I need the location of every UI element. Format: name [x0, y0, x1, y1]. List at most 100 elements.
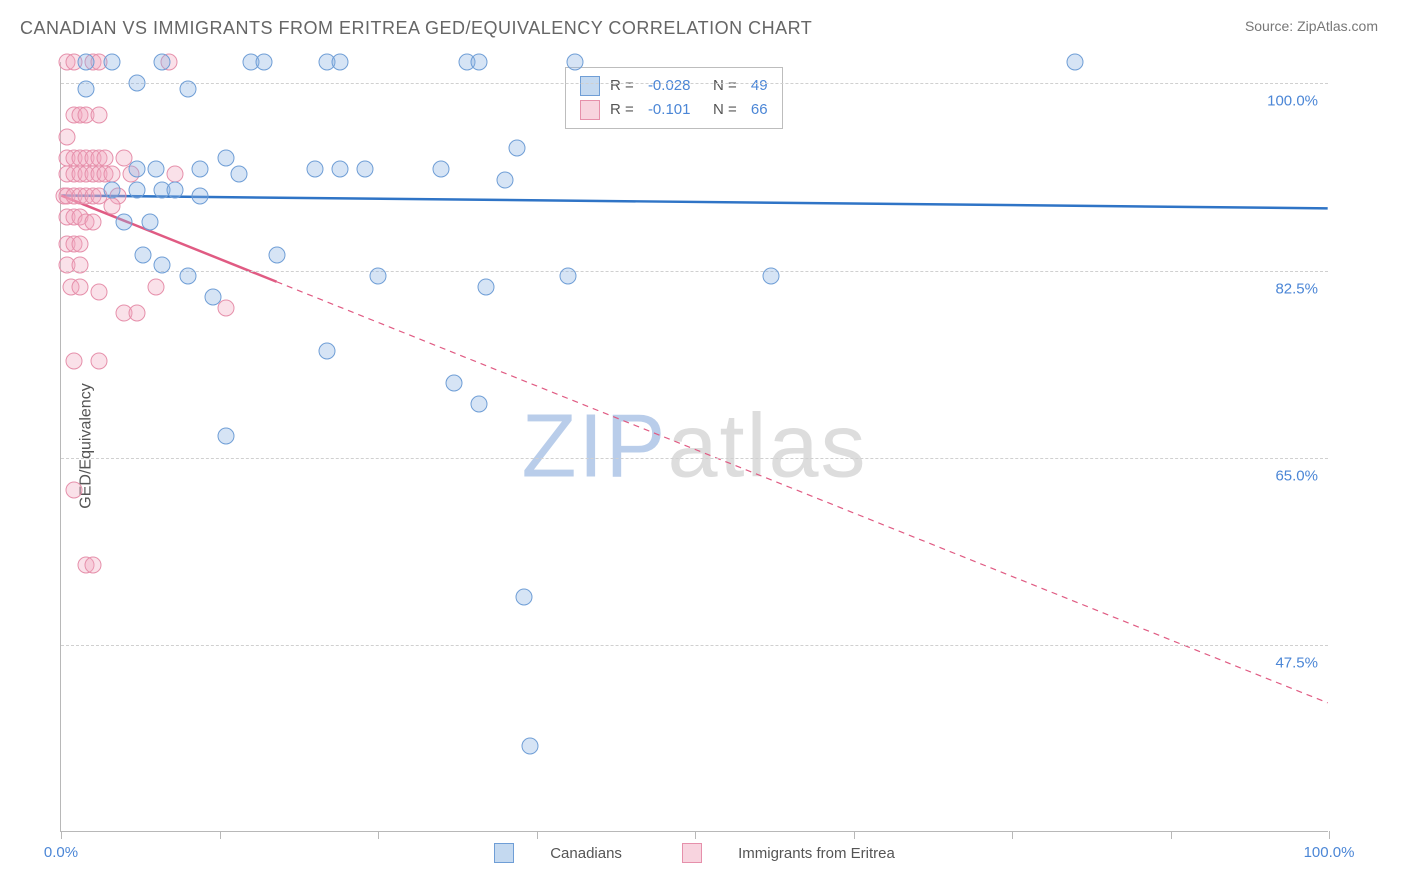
scatter-point-pink [59, 128, 76, 145]
scatter-point-pink [72, 257, 89, 274]
scatter-point-blue [217, 150, 234, 167]
scatter-point-pink [129, 305, 146, 322]
scatter-point-pink [97, 150, 114, 167]
swatch-blue-icon [494, 843, 514, 863]
y-tick-label: 100.0% [1267, 93, 1318, 110]
scatter-point-blue [471, 396, 488, 413]
swatch-blue-icon [580, 76, 600, 96]
scatter-point-blue [135, 246, 152, 263]
scatter-point-blue [129, 160, 146, 177]
scatter-point-blue [477, 278, 494, 295]
x-tick [854, 831, 855, 839]
scatter-point-blue [268, 246, 285, 263]
scatter-point-blue [560, 267, 577, 284]
x-tick [61, 831, 62, 839]
watermark-a: ZIP [521, 396, 667, 496]
x-tick [1171, 831, 1172, 839]
x-tick [537, 831, 538, 839]
scatter-point-blue [167, 182, 184, 199]
scatter-point-pink [91, 283, 108, 300]
scatter-point-blue [319, 342, 336, 359]
scatter-point-pink [72, 235, 89, 252]
x-tick [220, 831, 221, 839]
chart-container: CANADIAN VS IMMIGRANTS FROM ERITREA GED/… [0, 0, 1406, 892]
scatter-point-blue [515, 588, 532, 605]
scatter-point-pink [167, 166, 184, 183]
scatter-point-blue [255, 54, 272, 71]
trend-lines [61, 62, 1328, 831]
scatter-point-blue [141, 214, 158, 231]
x-tick [1329, 831, 1330, 839]
scatter-point-blue [129, 182, 146, 199]
scatter-point-blue [522, 738, 539, 755]
scatter-point-blue [1067, 54, 1084, 71]
scatter-point-blue [148, 160, 165, 177]
scatter-point-pink [91, 353, 108, 370]
scatter-point-blue [129, 75, 146, 92]
scatter-point-pink [91, 107, 108, 124]
scatter-point-pink [103, 166, 120, 183]
scatter-point-pink [148, 278, 165, 295]
legend-item-blue: Canadians [480, 843, 636, 863]
corr-n-label: N = [700, 74, 740, 98]
scatter-point-blue [78, 54, 95, 71]
scatter-point-blue [192, 187, 209, 204]
scatter-point-blue [446, 374, 463, 391]
legend-item-pink: Immigrants from Eritrea [668, 843, 909, 863]
swatch-pink-icon [580, 100, 600, 120]
x-tick-label: 0.0% [44, 844, 78, 861]
corr-r-pink: -0.101 [648, 98, 691, 122]
scatter-point-pink [72, 278, 89, 295]
y-tick-label: 82.5% [1275, 280, 1318, 297]
corr-r-label: R = [610, 98, 638, 122]
plot-area: ZIPatlas R = -0.028 N = 49 R = -0.101 N … [60, 62, 1328, 832]
scatter-point-pink [103, 198, 120, 215]
scatter-point-blue [566, 54, 583, 71]
scatter-point-blue [509, 139, 526, 156]
corr-n-pink: 66 [751, 98, 768, 122]
swatch-pink-icon [682, 843, 702, 863]
y-tick-label: 65.0% [1275, 467, 1318, 484]
scatter-point-blue [357, 160, 374, 177]
scatter-point-blue [331, 160, 348, 177]
x-tick [695, 831, 696, 839]
grid-line [61, 645, 1328, 646]
scatter-point-blue [179, 267, 196, 284]
scatter-point-pink [65, 353, 82, 370]
scatter-point-blue [217, 428, 234, 445]
scatter-point-blue [154, 54, 171, 71]
bottom-legend: Canadians Immigrants from Eritrea [61, 843, 1328, 867]
corr-row-blue: R = -0.028 N = 49 [580, 74, 768, 98]
scatter-point-blue [78, 80, 95, 97]
corr-r-blue: -0.028 [648, 74, 691, 98]
corr-n-label: N = [700, 98, 740, 122]
scatter-point-blue [370, 267, 387, 284]
grid-line [61, 458, 1328, 459]
scatter-point-blue [103, 182, 120, 199]
corr-r-label: R = [610, 74, 638, 98]
source-label: Source: ZipAtlas.com [1245, 18, 1378, 34]
legend-label-blue: Canadians [550, 845, 622, 862]
corr-n-blue: 49 [751, 74, 768, 98]
scatter-point-blue [192, 160, 209, 177]
grid-line [61, 83, 1328, 84]
chart-title: CANADIAN VS IMMIGRANTS FROM ERITREA GED/… [20, 18, 812, 39]
legend-label-pink: Immigrants from Eritrea [738, 845, 895, 862]
scatter-point-pink [65, 481, 82, 498]
watermark-b: atlas [667, 396, 867, 496]
scatter-point-blue [433, 160, 450, 177]
scatter-point-pink [84, 214, 101, 231]
x-tick-label: 100.0% [1304, 844, 1355, 861]
scatter-point-blue [471, 54, 488, 71]
scatter-point-blue [116, 214, 133, 231]
x-tick [378, 831, 379, 839]
scatter-point-blue [205, 289, 222, 306]
scatter-point-pink [84, 556, 101, 573]
watermark: ZIPatlas [521, 395, 867, 498]
scatter-point-blue [179, 80, 196, 97]
scatter-point-blue [230, 166, 247, 183]
scatter-point-blue [154, 257, 171, 274]
scatter-point-blue [331, 54, 348, 71]
scatter-point-blue [496, 171, 513, 188]
scatter-point-blue [763, 267, 780, 284]
